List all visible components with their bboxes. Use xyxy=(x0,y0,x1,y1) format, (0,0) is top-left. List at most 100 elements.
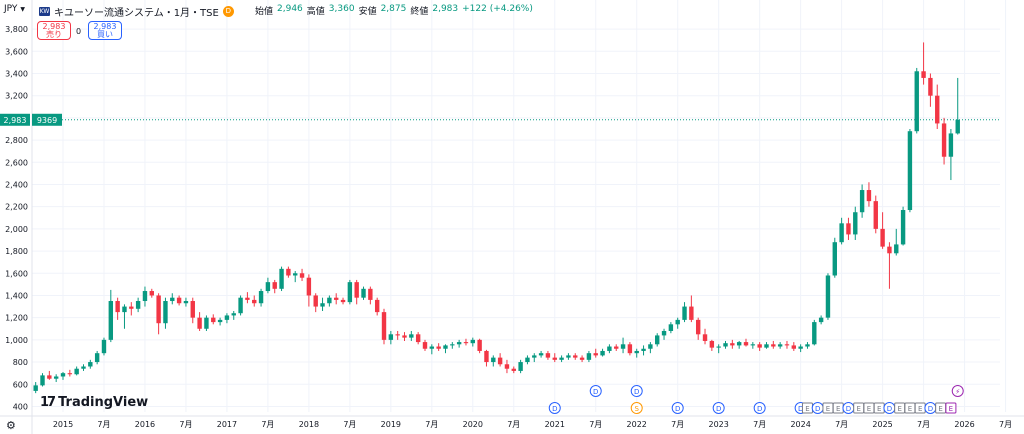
x-tick-label: 2023 xyxy=(709,420,729,429)
high-value: 3,360 xyxy=(328,4,355,14)
candle-body xyxy=(340,299,346,303)
candle-body xyxy=(429,346,435,349)
candle-body xyxy=(395,334,400,336)
candle-body xyxy=(525,357,530,363)
candle-body xyxy=(306,277,312,296)
event-marker-label: E xyxy=(877,405,881,413)
x-tick-label: 7月 xyxy=(917,420,930,429)
tradingview-logo[interactable]: 17 TradingView xyxy=(40,395,148,410)
candle-body xyxy=(579,357,585,360)
candle-body xyxy=(859,190,865,213)
event-marker-label: D xyxy=(815,405,820,413)
low-label: 安値 xyxy=(358,7,377,17)
x-tick-label: 7月 xyxy=(97,420,110,429)
event-marker-label: D xyxy=(716,405,721,413)
candle-body xyxy=(716,346,721,348)
y-tick-label: 1,400 xyxy=(5,291,28,300)
buy-button[interactable]: 2,983 買い xyxy=(88,21,122,40)
candle-body xyxy=(286,268,291,276)
candle-body xyxy=(873,201,878,229)
event-marker-label: D xyxy=(798,405,803,413)
x-tick-label: 7月 xyxy=(507,420,520,429)
currency-label: JPY xyxy=(4,4,18,14)
currency-selector[interactable]: JPY ▼ xyxy=(4,4,25,14)
change-value: +122 (+4.26%) xyxy=(462,4,533,14)
spread-value: 0 xyxy=(76,27,82,36)
candle-body xyxy=(354,282,359,298)
candle-body xyxy=(258,291,264,304)
candle-body xyxy=(67,373,73,375)
candle-body xyxy=(709,340,715,348)
sell-price: 2,983 xyxy=(42,22,66,31)
candle-body xyxy=(74,368,79,375)
x-tick-label: 2024 xyxy=(790,420,810,429)
candle-body xyxy=(347,282,353,303)
candle-body xyxy=(538,353,544,356)
candle-body xyxy=(293,273,298,276)
data-status-badge[interactable]: D xyxy=(222,6,234,17)
candle-body xyxy=(627,344,633,354)
candle-body xyxy=(600,350,605,356)
candle-body xyxy=(620,344,626,349)
candle-body xyxy=(142,291,148,302)
candle-body xyxy=(853,212,858,235)
candle-body xyxy=(381,312,387,340)
event-marker xyxy=(671,402,684,414)
candle-body xyxy=(593,353,598,356)
gear-icon[interactable]: ⚙ xyxy=(6,419,16,432)
price-tag-bg xyxy=(0,113,30,126)
ohlc-readout: 始値 2,946 高値 3,360 安値 2,875 終値 2,983 +122 (+4… xyxy=(255,4,533,17)
candle-body xyxy=(388,334,394,340)
candle-body xyxy=(682,306,687,320)
y-tick-label: 1,200 xyxy=(5,314,28,323)
symbol-header[interactable]: KW キユーソー流通システム・1月・TSE D xyxy=(39,4,234,19)
candle-body xyxy=(586,353,592,360)
candle-body xyxy=(689,306,694,320)
candle-body xyxy=(115,301,120,313)
brand-label: TradingView xyxy=(58,395,149,410)
candle-body xyxy=(743,342,749,346)
candle-body xyxy=(313,295,318,307)
x-tick-label: 2017 xyxy=(217,420,237,429)
candle-body xyxy=(914,71,919,132)
close-label: 終値 xyxy=(410,7,429,17)
event-marker-label: E xyxy=(805,405,809,413)
candle-body xyxy=(805,344,810,347)
candle-body xyxy=(771,344,776,347)
candle-body xyxy=(217,319,223,323)
y-tick-label: 2,200 xyxy=(5,203,28,212)
y-tick-label: 1,800 xyxy=(5,247,28,256)
candle-body xyxy=(921,71,926,78)
candle-body xyxy=(135,301,141,309)
candle-body xyxy=(894,244,899,254)
sell-button[interactable]: 2,983 売り xyxy=(37,21,71,40)
y-tick-label: 3,600 xyxy=(5,47,28,56)
x-tick-label: 2015 xyxy=(53,420,73,429)
candle-body xyxy=(791,345,797,349)
candle-body xyxy=(224,315,230,320)
x-tick-label: 7月 xyxy=(999,420,1012,429)
candle-body xyxy=(573,355,578,358)
candle-body xyxy=(190,301,195,318)
event-marker xyxy=(630,385,643,397)
price-tag-extra: 9369 xyxy=(37,116,57,125)
candle-body xyxy=(170,297,175,302)
buy-price: 2,983 xyxy=(93,22,117,31)
candle-body xyxy=(832,242,837,276)
candle-body xyxy=(149,291,154,296)
x-tick-label: 2018 xyxy=(299,420,319,429)
event-marker-label: E xyxy=(938,405,942,413)
event-marker xyxy=(945,402,957,414)
candle-body xyxy=(436,346,441,349)
candle-body xyxy=(163,301,168,324)
event-marker-label: E xyxy=(826,405,830,413)
candle-body xyxy=(60,373,66,377)
sell-label: 売り xyxy=(46,30,62,39)
y-tick-label: 3,400 xyxy=(5,69,28,78)
candle-body xyxy=(798,346,803,349)
candle-body xyxy=(907,131,913,211)
candle-body xyxy=(361,288,366,298)
event-marker xyxy=(712,402,725,414)
candle-body xyxy=(675,319,680,325)
